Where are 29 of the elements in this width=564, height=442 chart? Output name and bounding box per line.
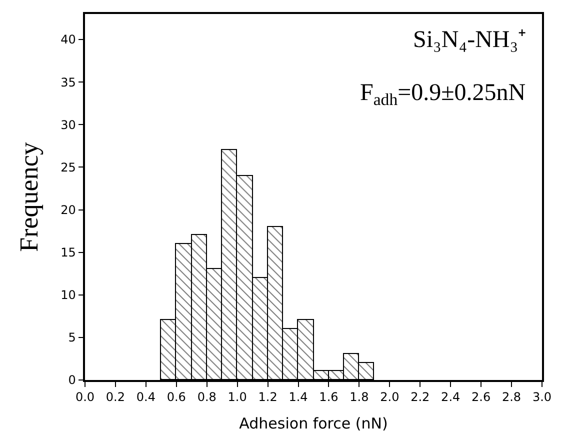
x-tick-label: 0.8 xyxy=(197,390,216,404)
y-axis-title: Frequency xyxy=(14,142,44,252)
x-tick-label: 2.2 xyxy=(410,390,430,404)
y-tick-label: 5 xyxy=(68,330,76,345)
y-tick-label: 0 xyxy=(68,373,76,388)
y-tick-label: 25 xyxy=(60,160,76,174)
x-tick-label: 3.0 xyxy=(532,390,552,404)
x-tick-label: 1.0 xyxy=(228,390,247,404)
x-tick-label: 2.0 xyxy=(380,390,400,404)
x-tick-label: 0.0 xyxy=(75,390,95,404)
y-tick-label: 35 xyxy=(60,75,76,90)
y-tick-label: 30 xyxy=(60,118,76,132)
x-tick-label: 0.6 xyxy=(166,390,186,404)
y-tick-label: 40 xyxy=(60,32,76,47)
annotation: Si₃N₄-NH₃⁺ xyxy=(413,27,526,53)
x-tick-label: 0.4 xyxy=(136,390,156,404)
annotation: F$_{adh}$=0.9±0.25nN xyxy=(360,80,526,110)
x-tick-label: 1.4 xyxy=(288,390,308,404)
x-tick-label: 1.6 xyxy=(319,390,338,404)
x-axis-title: Adhesion force (nN) xyxy=(239,414,388,433)
x-tick-label: 0.2 xyxy=(106,390,126,404)
x-tick-label: 1.8 xyxy=(350,390,369,404)
x-tick-label: 2.6 xyxy=(472,390,491,404)
y-tick-label: 15 xyxy=(60,246,76,260)
y-tick-label: 20 xyxy=(60,202,76,217)
x-tick-label: 2.4 xyxy=(441,390,460,404)
x-tick-label: 2.8 xyxy=(502,390,522,404)
y-tick-label: 10 xyxy=(60,288,76,302)
x-tick-label: 1.2 xyxy=(258,390,278,404)
